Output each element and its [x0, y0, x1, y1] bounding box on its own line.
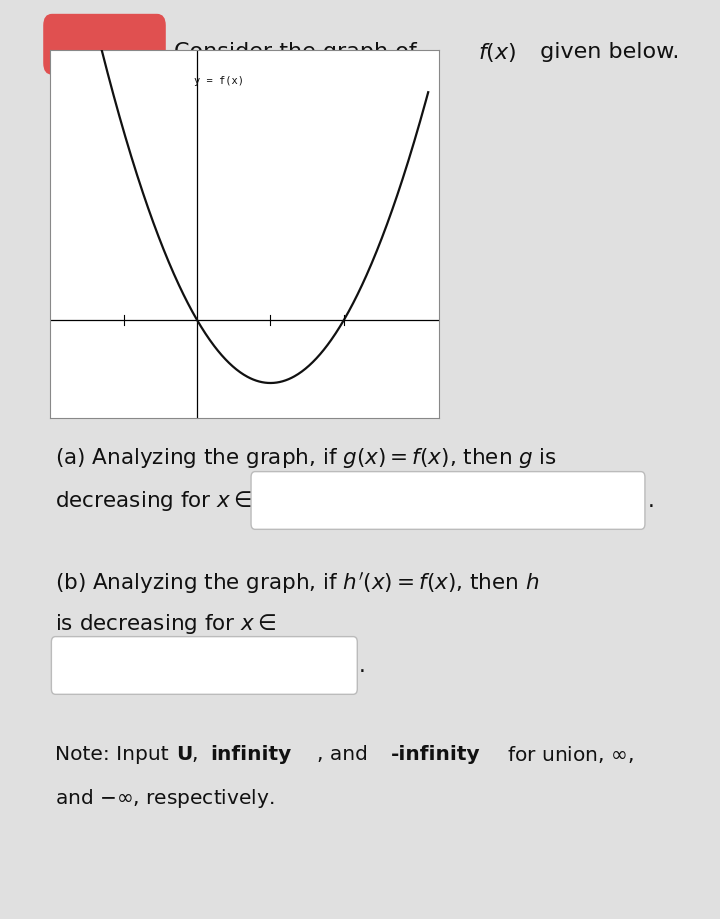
FancyBboxPatch shape [44, 16, 165, 75]
Text: y = f(x): y = f(x) [194, 76, 244, 86]
Text: (a) Analyzing the graph, if $g(x) = f(x)$, then $g$ is: (a) Analyzing the graph, if $g(x) = f(x)… [55, 446, 557, 470]
Text: , and: , and [317, 744, 374, 764]
FancyBboxPatch shape [251, 472, 645, 529]
Text: .: . [359, 656, 366, 675]
FancyBboxPatch shape [51, 637, 357, 695]
Text: and $-\infty$, respectively.: and $-\infty$, respectively. [55, 786, 275, 809]
Text: for union, $\infty$,: for union, $\infty$, [501, 743, 634, 765]
Text: Note: Input: Note: Input [55, 744, 176, 764]
Text: $f(x)$: $f(x)$ [478, 41, 516, 64]
Text: .: . [648, 490, 654, 510]
Text: Consider the graph of: Consider the graph of [174, 42, 424, 62]
Text: given below.: given below. [533, 42, 679, 62]
Text: decreasing for $x \in$: decreasing for $x \in$ [55, 488, 253, 512]
Text: is decreasing for $x \in$: is decreasing for $x \in$ [55, 611, 277, 635]
Text: -infinity: -infinity [390, 744, 480, 764]
Text: ,: , [192, 744, 205, 764]
Text: (b) Analyzing the graph, if $h'(x) = f(x)$, then $h$: (b) Analyzing the graph, if $h'(x) = f(x… [55, 570, 540, 596]
Text: infinity: infinity [210, 744, 291, 764]
Text: U: U [176, 744, 192, 764]
